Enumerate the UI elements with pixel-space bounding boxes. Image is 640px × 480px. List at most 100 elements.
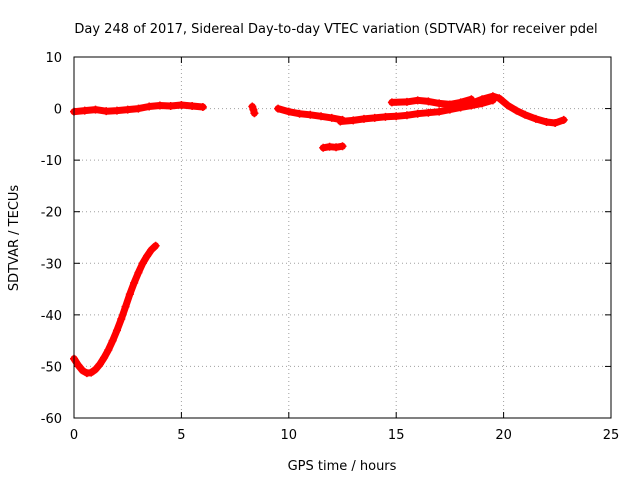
series-line [467,92,568,127]
data-point [87,368,96,377]
data-point [274,104,283,113]
data-point [336,117,345,126]
data-point [413,109,422,118]
x-tick-label: 15 [388,428,405,443]
series-arc-1 [70,241,160,378]
data-point [495,94,504,103]
series-arc-3 [248,102,259,118]
data-point [435,107,444,116]
y-tick-label: -30 [41,257,62,272]
data-point [284,107,293,116]
y-tick-label: -50 [41,360,62,375]
data-point [134,104,143,113]
x-tick-label: 20 [495,428,512,443]
data-point [112,106,121,115]
y-tick-label: -20 [41,206,62,221]
x-tick-label: 5 [177,428,185,443]
data-point [198,103,207,112]
series-arc-4 [274,104,347,124]
data-point [121,302,130,311]
axis-ticks [73,56,612,419]
data-point [102,107,111,116]
data-point [349,116,358,125]
y-tick-label: -60 [41,412,62,427]
data-point [143,252,152,261]
chart-title: Day 248 of 2017, Sidereal Day-to-day VTE… [74,22,597,37]
data-series [70,92,568,378]
data-point [166,101,175,110]
series-arc-6 [336,96,497,126]
data-point [306,110,315,119]
x-tick-label: 10 [281,428,298,443]
data-point [478,95,487,104]
data-point [551,119,560,128]
data-point [338,142,347,151]
data-point [317,112,326,121]
series-arc-2 [70,100,207,116]
data-point [134,268,143,277]
data-point [145,102,154,111]
data-point [402,111,411,120]
series-arc-8 [467,92,568,128]
x-axis-label: GPS time / hours [288,459,397,474]
data-point [392,112,401,121]
y-tick-labels: -60 -50 -40 -30 -20 -10 0 10 [41,51,62,427]
data-point [445,100,454,109]
data-point [424,97,433,106]
data-point [295,109,304,118]
data-point [95,360,104,369]
data-point [531,114,540,123]
data-point [359,114,368,123]
data-point [147,245,156,254]
x-tick-label: 0 [70,428,78,443]
data-point [521,110,530,119]
data-point [319,143,328,152]
data-point [130,278,139,287]
data-point [370,113,379,122]
data-point [435,99,444,108]
data-point [249,105,258,114]
data-point [108,336,117,345]
data-point [91,105,100,114]
data-point [123,105,132,114]
series-arc-7 [387,95,476,109]
x-tick-label: 25 [603,428,620,443]
data-point [467,99,476,108]
data-point [112,326,121,335]
data-point [151,241,160,250]
data-point [456,98,465,107]
data-point [155,101,164,110]
data-point [104,345,113,354]
data-point [78,366,87,375]
x-tick-labels: 0 5 10 15 20 25 [70,428,619,443]
y-axis-label: SDTVAR / TECUs [7,185,22,292]
data-point [250,109,259,118]
data-point [188,101,197,110]
y-tick-label: 0 [54,103,62,118]
data-point [559,115,568,124]
data-point [80,106,89,115]
data-point [138,259,147,268]
data-point [332,143,341,152]
y-tick-label: -40 [41,309,62,324]
data-point [125,290,134,299]
grid [74,57,611,418]
data-point [177,100,186,109]
data-point [542,117,551,126]
data-point [503,101,512,110]
data-point [413,96,422,105]
data-point [402,97,411,106]
data-point [387,98,396,107]
data-point [100,353,109,362]
plot-frame [73,56,612,419]
y-tick-label: -10 [41,154,62,169]
y-tick-label: 10 [45,51,62,66]
data-point [74,361,83,370]
data-point [91,365,100,374]
data-point [381,112,390,121]
data-point [424,108,433,117]
data-point [488,92,497,101]
series-arc-5 [319,142,347,152]
data-point [117,314,126,323]
